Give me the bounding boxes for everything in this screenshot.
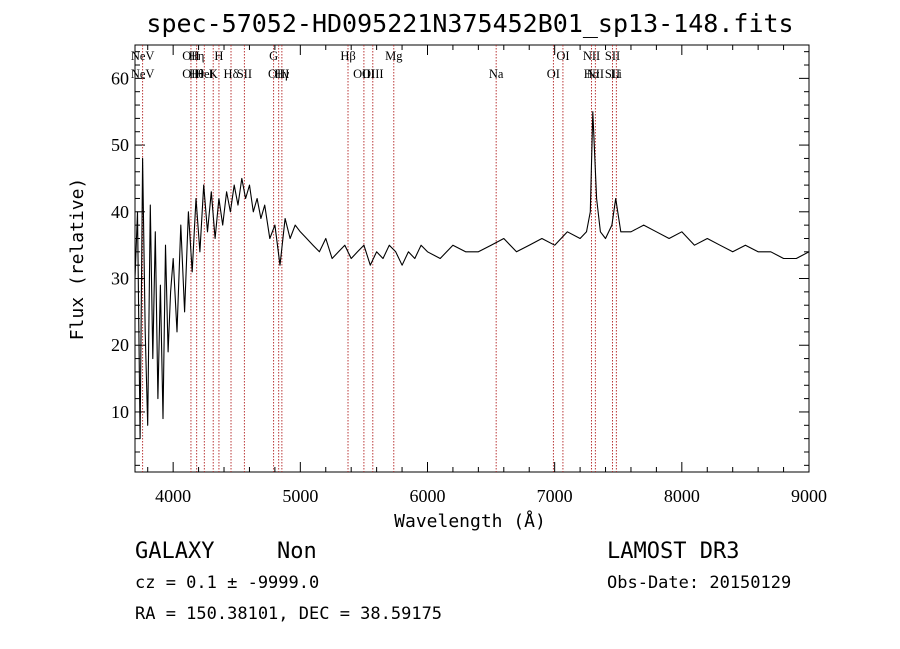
- line-marker-label-bottom: OIII: [362, 67, 384, 81]
- spectrum-line: [134, 111, 810, 440]
- line-marker-label-bottom: Hδ: [224, 67, 239, 81]
- observation-date: Obs-Date: 20150129: [607, 573, 791, 593]
- line-marker-label-bottom: SII: [237, 67, 252, 81]
- line-marker-label-top: G: [269, 49, 278, 63]
- y-tick-label: 50: [111, 135, 129, 155]
- x-tick-label: 5000: [282, 486, 318, 506]
- chart-title: spec-57052-HD095221N375452B01_sp13-148.f…: [146, 9, 793, 38]
- line-marker-label-bottom: OIII: [268, 67, 290, 81]
- line-marker-label-bottom: K: [209, 67, 218, 81]
- line-marker-label-bottom: Na: [489, 67, 504, 81]
- line-marker-label-top: NeV: [131, 49, 155, 63]
- survey-name: LAMOST DR3: [607, 539, 739, 564]
- line-marker-label-bottom: Li: [611, 67, 623, 81]
- line-marker-label-top: OII: [182, 49, 199, 63]
- line-marker-label-bottom: OI: [547, 67, 560, 81]
- y-tick-label: 60: [111, 68, 129, 88]
- line-marker-label-top: SII: [605, 49, 620, 63]
- line-marker-label-bottom: NII: [587, 67, 604, 81]
- y-tick-label: 30: [111, 269, 129, 289]
- line-marker-label-bottom: HeI: [195, 67, 214, 81]
- spectral-line-markers: NeVNeVOIIOIIHηHθHeIKHHδSIIGOIIIHγHβOIIIO…: [131, 45, 623, 472]
- y-tick-label: 40: [111, 202, 129, 222]
- line-marker-label-bottom: NeV: [131, 67, 155, 81]
- spectrum-series: [134, 111, 810, 440]
- line-marker-label-top: Hη: [189, 49, 205, 63]
- line-marker-label-top: NII: [583, 49, 600, 63]
- y-axis-label: Flux (relative): [67, 178, 88, 341]
- line-marker-label-top: Mg: [385, 49, 403, 63]
- x-tick-label: 6000: [409, 486, 445, 506]
- line-marker-label-top: H: [214, 49, 223, 63]
- x-tick-label: 4000: [155, 486, 191, 506]
- line-marker-label-bottom: Hθ: [189, 67, 204, 81]
- line-marker-label-top: Hβ: [340, 49, 355, 63]
- y-tick-label: 10: [111, 402, 129, 422]
- y-tick-label: 20: [111, 335, 129, 355]
- object-subclass: Non: [277, 539, 317, 564]
- line-marker-label-bottom: Hγ: [275, 67, 290, 81]
- ra-dec: RA = 150.38101, DEC = 38.59175: [135, 604, 442, 624]
- line-marker-label-bottom: OIII: [353, 67, 375, 81]
- x-tick-label: 9000: [791, 486, 827, 506]
- plot-frame: [134, 44, 810, 473]
- x-axis-label: Wavelength (Å): [394, 510, 546, 532]
- x-tick-label: 7000: [537, 486, 573, 506]
- object-class: GALAXY: [135, 539, 214, 564]
- line-marker-label-top: OI: [556, 49, 569, 63]
- line-marker-label-bottom: OII: [182, 67, 199, 81]
- axis-ticks: 4000 5000 6000 7000 8000 9000 10 20 30 40 50 60: [111, 45, 827, 506]
- redshift-cz: cz = 0.1 ± -9999.0: [135, 573, 319, 593]
- x-tick-label: 8000: [664, 486, 700, 506]
